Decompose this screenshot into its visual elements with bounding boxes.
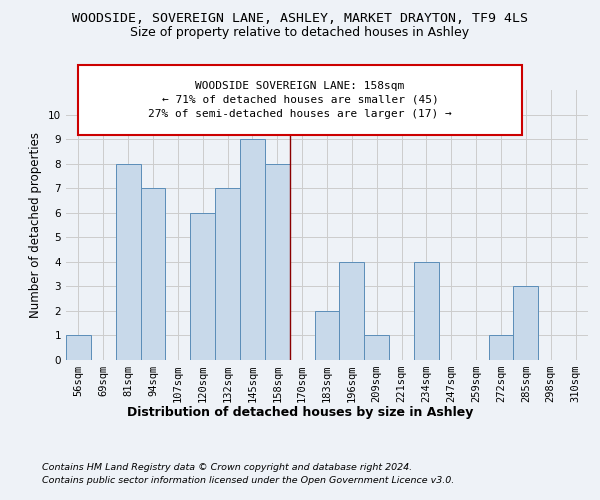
Bar (66, 336, 91, 360)
Bar (116, 164, 140, 360)
Text: Distribution of detached houses by size in Ashley: Distribution of detached houses by size … (127, 406, 473, 419)
Bar (140, 188, 166, 360)
Bar (215, 188, 240, 360)
Bar (340, 262, 364, 360)
FancyBboxPatch shape (78, 65, 522, 135)
Bar (265, 164, 290, 360)
Text: Contains public sector information licensed under the Open Government Licence v3: Contains public sector information licen… (42, 476, 454, 485)
Text: Contains HM Land Registry data © Crown copyright and database right 2024.: Contains HM Land Registry data © Crown c… (42, 464, 412, 472)
Text: WOODSIDE, SOVEREIGN LANE, ASHLEY, MARKET DRAYTON, TF9 4LS: WOODSIDE, SOVEREIGN LANE, ASHLEY, MARKET… (72, 12, 528, 26)
Bar (240, 139, 265, 360)
Y-axis label: Number of detached properties: Number of detached properties (29, 132, 43, 318)
Bar (414, 262, 439, 360)
Text: WOODSIDE SOVEREIGN LANE: 158sqm
← 71% of detached houses are smaller (45)
27% of: WOODSIDE SOVEREIGN LANE: 158sqm ← 71% of… (148, 81, 452, 119)
Bar (314, 311, 340, 360)
Bar (364, 336, 389, 360)
Bar (514, 286, 538, 360)
Bar (488, 336, 514, 360)
Text: Size of property relative to detached houses in Ashley: Size of property relative to detached ho… (130, 26, 470, 39)
Bar (190, 212, 215, 360)
